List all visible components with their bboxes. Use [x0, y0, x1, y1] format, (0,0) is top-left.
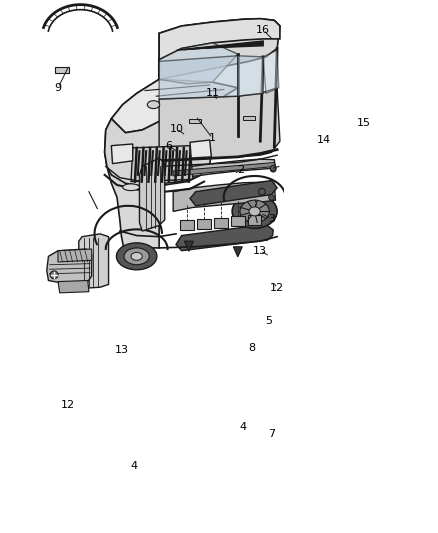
Polygon shape: [170, 159, 276, 181]
Text: 3: 3: [268, 214, 275, 224]
Polygon shape: [173, 163, 276, 176]
Polygon shape: [159, 88, 280, 161]
Ellipse shape: [131, 253, 142, 260]
Polygon shape: [58, 249, 92, 262]
Polygon shape: [189, 119, 201, 123]
Text: 1: 1: [209, 133, 216, 143]
Text: 4: 4: [240, 422, 247, 432]
Polygon shape: [159, 56, 238, 99]
Polygon shape: [231, 216, 244, 227]
Ellipse shape: [123, 184, 139, 191]
Text: 4: 4: [130, 461, 138, 471]
Text: 9: 9: [54, 83, 62, 93]
Polygon shape: [111, 144, 133, 164]
Polygon shape: [263, 50, 279, 93]
Ellipse shape: [147, 101, 160, 109]
Polygon shape: [159, 19, 280, 60]
Polygon shape: [131, 146, 193, 182]
Polygon shape: [159, 43, 238, 84]
Text: 12: 12: [60, 400, 74, 410]
Polygon shape: [176, 224, 273, 251]
Polygon shape: [55, 67, 69, 72]
Ellipse shape: [249, 207, 260, 216]
Text: 6: 6: [165, 141, 172, 151]
Text: 2: 2: [237, 165, 244, 175]
Text: 7: 7: [268, 430, 275, 439]
Polygon shape: [47, 249, 92, 285]
Polygon shape: [58, 280, 89, 293]
Polygon shape: [105, 79, 159, 248]
Text: 8: 8: [248, 343, 255, 353]
Text: 14: 14: [317, 135, 331, 145]
Text: 13: 13: [253, 246, 267, 256]
Polygon shape: [180, 220, 194, 230]
Polygon shape: [139, 158, 165, 231]
Polygon shape: [111, 79, 238, 133]
Polygon shape: [238, 56, 263, 96]
Circle shape: [270, 165, 276, 171]
Ellipse shape: [232, 195, 277, 228]
Polygon shape: [173, 182, 276, 212]
Text: 11: 11: [205, 88, 219, 99]
Ellipse shape: [124, 248, 149, 265]
Polygon shape: [190, 181, 277, 206]
Polygon shape: [159, 19, 280, 79]
Text: 13: 13: [114, 345, 128, 355]
Polygon shape: [233, 247, 242, 257]
Text: 16: 16: [256, 25, 270, 35]
Text: 12: 12: [270, 284, 284, 293]
Circle shape: [50, 271, 58, 279]
Polygon shape: [184, 241, 194, 251]
Polygon shape: [244, 116, 254, 120]
Ellipse shape: [240, 200, 269, 223]
Polygon shape: [190, 140, 212, 158]
Text: 10: 10: [170, 124, 184, 134]
Text: 5: 5: [265, 316, 272, 326]
Circle shape: [268, 195, 274, 200]
Ellipse shape: [117, 243, 157, 270]
Text: 15: 15: [357, 118, 371, 128]
Polygon shape: [198, 219, 211, 229]
Polygon shape: [105, 119, 212, 186]
Circle shape: [270, 166, 276, 172]
Polygon shape: [248, 215, 261, 225]
Circle shape: [258, 188, 265, 195]
Polygon shape: [214, 217, 228, 228]
Polygon shape: [79, 234, 109, 288]
